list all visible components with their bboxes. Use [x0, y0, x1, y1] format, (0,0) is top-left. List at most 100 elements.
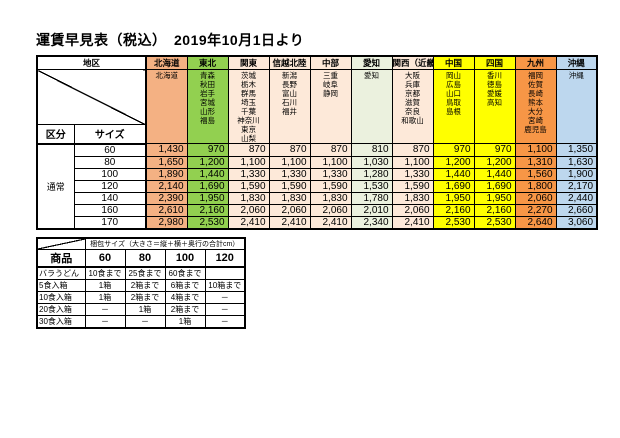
- packing-value: 60食まで: [164, 266, 206, 280]
- price-cell: 970: [186, 143, 229, 157]
- price-cell: 1,330: [391, 167, 434, 181]
- price-cell: 2,530: [186, 215, 229, 229]
- packing-value: 4箱まで: [164, 290, 206, 304]
- price-cell: 970: [432, 143, 475, 157]
- packing-value: 10食まで: [84, 266, 126, 280]
- price-row: 100 1,890 1,440 1,330 1,330 1,330 1,280 1,330 1,…: [37, 167, 598, 181]
- price-cell: 1,900: [555, 167, 598, 181]
- packing-value: 2箱まで: [164, 302, 206, 316]
- kubun-label: 区分: [36, 123, 75, 145]
- price-cell: 1,330: [268, 167, 311, 181]
- region-header: 東北: [186, 55, 229, 70]
- region-prefectures: 三重 岐阜 静岡: [309, 69, 352, 144]
- fare-kubun-row: 区分 サイズ: [36, 123, 597, 145]
- packing-table: 梱包サイズ（大きさ＝縦＋横＋奥行の合計cm） 商品 60 80 100 120 バラう…: [36, 236, 246, 329]
- packing-value: －: [204, 302, 246, 316]
- packing-value: 6箱まで: [164, 278, 206, 292]
- price-cell: 1,590: [309, 179, 352, 193]
- price-row: 80 1,650 1,200 1,100 1,100 1,100 1,030 1,100 1,2…: [37, 155, 598, 169]
- size-cell: 140: [73, 191, 148, 205]
- price-cell: 1,950: [473, 191, 516, 205]
- price-cell: 2,060: [514, 191, 557, 205]
- price-cell: 1,100: [514, 143, 557, 157]
- price-cell: 1,780: [350, 191, 393, 205]
- packing-row: 10食入箱 1箱 2箱まで 4箱まで－: [36, 290, 246, 304]
- product-name: 5食入箱: [36, 278, 86, 292]
- price-cell: 1,530: [350, 179, 393, 193]
- product-name: バラうどん: [36, 266, 86, 280]
- packing-value: －: [204, 314, 246, 328]
- price-cell: 1,590: [268, 179, 311, 193]
- packing-value: 1箱: [124, 302, 166, 316]
- size-cell: 100: [73, 167, 148, 181]
- price-cell: 2,170: [555, 179, 598, 193]
- price-cell: 1,560: [514, 167, 557, 181]
- price-cell: 1,830: [309, 191, 352, 205]
- region-prefectures: 福岡 佐賀 長崎 熊本 大分 宮崎 鹿児島: [514, 69, 557, 144]
- packing-row: バラうどん 10食まで 25食まで 60食まで: [36, 266, 246, 280]
- price-cell: 1,200: [473, 155, 516, 169]
- price-cell: 1,830: [268, 191, 311, 205]
- fare-price-body: 通常 60 1,430 970 870 870 870 810 870 970 970 1,100 1,…: [36, 143, 598, 229]
- fare-pref-row: 北海道 青森 秋田 岩手 宮城 山形 福島 茨城 栃木 群馬 埼玉 千葉 神奈川 東…: [36, 69, 598, 144]
- price-row: 140 2,390 1,950 1,830 1,830 1,830 1,780 1,830 1,…: [37, 191, 598, 205]
- price-cell: 870: [309, 143, 352, 157]
- packing-value: －: [84, 302, 126, 316]
- packing-diagonal-cell: [36, 237, 86, 250]
- price-cell: 1,280: [350, 167, 393, 181]
- size-label: サイズ: [73, 123, 148, 145]
- region-header: 九州: [514, 55, 557, 70]
- price-cell: 2,010: [350, 203, 393, 217]
- region-prefectures: 大阪 兵庫 京都 滋賀 奈良 和歌山: [391, 69, 434, 144]
- packing-value: [204, 266, 246, 280]
- price-cell: 1,440: [473, 167, 516, 181]
- price-cell: 1,100: [391, 155, 434, 169]
- region-prefectures: 愛知: [350, 69, 393, 144]
- price-cell: 1,690: [186, 179, 229, 193]
- price-cell: 1,310: [514, 155, 557, 169]
- price-row: 120 2,140 1,690 1,590 1,590 1,590 1,530 1,590 1,…: [37, 179, 598, 193]
- packing-value: 2箱まで: [124, 290, 166, 304]
- region-prefectures: 新潟 長野 富山 石川 福井: [268, 69, 311, 144]
- size-cell: 170: [73, 215, 148, 229]
- price-cell: 870: [227, 143, 270, 157]
- price-cell: 1,430: [145, 143, 188, 157]
- product-name: 30食入箱: [36, 314, 86, 328]
- region-prefectures: 茨城 栃木 群馬 埼玉 千葉 神奈川 東京 山梨: [227, 69, 270, 144]
- price-cell: 1,100: [227, 155, 270, 169]
- region-prefectures: 沖縄: [555, 69, 598, 144]
- region-header: 四国: [473, 55, 516, 70]
- price-cell: 1,690: [432, 179, 475, 193]
- price-cell: 2,410: [268, 215, 311, 229]
- size-cell: 160: [73, 203, 148, 217]
- product-column-header: 商品: [36, 248, 86, 268]
- packing-size-column: 80: [124, 248, 166, 268]
- price-cell: 2,160: [473, 203, 516, 217]
- price-row: 170 2,980 2,530 2,410 2,410 2,410 2,340 2,410 2,…: [37, 215, 598, 229]
- region-header: 北海道: [145, 55, 188, 70]
- price-cell: 2,340: [350, 215, 393, 229]
- packing-value: 10箱まで: [204, 278, 246, 292]
- price-cell: 1,100: [268, 155, 311, 169]
- price-cell: 2,410: [227, 215, 270, 229]
- packing-size-header: 梱包サイズ（大きさ＝縦＋横＋奥行の合計cm）: [84, 237, 246, 250]
- price-cell: 1,950: [432, 191, 475, 205]
- price-cell: 1,690: [473, 179, 516, 193]
- region-header: 中部: [309, 55, 352, 70]
- price-cell: 1,800: [514, 179, 557, 193]
- district-header: 地区: [36, 55, 148, 70]
- row-group-label: 通常: [36, 143, 75, 229]
- page: 運賃早見表（税込） 2019年10月1日より 地区 北海道 東北 関東 信越北陸 中部愛…: [36, 30, 599, 329]
- price-cell: 2,410: [309, 215, 352, 229]
- price-cell: 1,200: [432, 155, 475, 169]
- packing-row: 30食入箱－－ 1箱－: [36, 314, 246, 328]
- price-cell: 1,440: [432, 167, 475, 181]
- price-cell: 1,830: [227, 191, 270, 205]
- product-name: 20食入箱: [36, 302, 86, 316]
- region-header: 中国: [432, 55, 475, 70]
- price-cell: 2,610: [145, 203, 188, 217]
- page-title: 運賃早見表（税込） 2019年10月1日より: [36, 32, 305, 48]
- price-cell: 1,350: [555, 143, 598, 157]
